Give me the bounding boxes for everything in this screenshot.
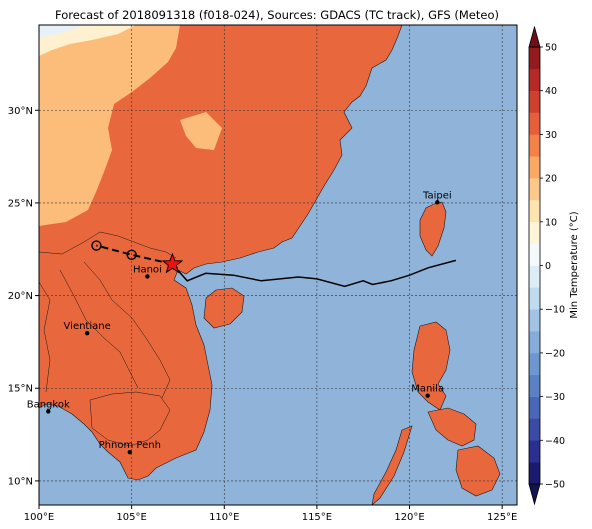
land-mindanao xyxy=(455,445,501,497)
lon-tick-label: 110°E xyxy=(209,512,239,523)
lon-tick-label: 100°E xyxy=(24,512,54,523)
city-label: Hanoi xyxy=(133,264,162,275)
border-myanmar xyxy=(39,281,51,393)
colorbar-tick-label: 20 xyxy=(545,174,557,185)
city-dot xyxy=(84,331,90,336)
colorbar-extend-high xyxy=(528,25,541,48)
colorbar-tick-label: 40 xyxy=(545,86,557,97)
border-laos-thailand xyxy=(59,269,139,389)
city-dot xyxy=(46,409,51,414)
country-borders xyxy=(39,231,177,447)
colorbar-segment xyxy=(529,396,540,419)
colorbar-segment xyxy=(529,156,540,179)
colorbar-segment xyxy=(529,178,540,201)
land-cold-north xyxy=(39,25,136,56)
figure-title: Forecast of 2018091318 (f018-024), Sourc… xyxy=(55,8,499,22)
map-frame xyxy=(38,24,518,506)
lon-tick-label: 120°E xyxy=(394,512,424,523)
track-forecast-line xyxy=(96,244,173,266)
city-dot xyxy=(145,274,150,279)
land-masses xyxy=(39,25,501,505)
colorbar-segment xyxy=(529,374,540,397)
city-dot xyxy=(127,449,132,455)
colorbar-tick-label: −30 xyxy=(545,392,565,403)
border-laos-vietnam xyxy=(83,261,171,399)
land-coldest-corner xyxy=(39,25,84,38)
map-gridlines xyxy=(39,25,517,505)
colorbar-tick-label: −40 xyxy=(545,436,565,447)
colorbar-tick-label: 30 xyxy=(545,130,557,141)
colorbar-segment xyxy=(529,352,540,376)
colorbar-segment xyxy=(529,418,540,441)
map-panel xyxy=(39,25,517,505)
colorbar-segment xyxy=(529,199,540,223)
colorbar-segment xyxy=(529,331,540,354)
storm-track xyxy=(91,240,457,288)
city-dot xyxy=(425,393,430,398)
lat-tick-label: 15°N xyxy=(8,384,33,395)
colorbar-segment xyxy=(529,47,540,70)
land-hainan xyxy=(203,287,245,329)
latitude-axis: 10°N 15°N 20°N 25°N 30°N xyxy=(8,106,39,487)
lon-tick-label: 115°E xyxy=(302,512,332,523)
border-china-vietnam xyxy=(39,231,177,259)
land-cool-interior xyxy=(39,25,180,226)
lat-tick-label: 25°N xyxy=(8,198,33,209)
colorbar-tick-label: −50 xyxy=(545,480,565,491)
border-cambodia xyxy=(89,391,171,447)
city-label: Manila xyxy=(411,384,444,395)
forecast-position-marker xyxy=(126,249,137,261)
colorbar-segment xyxy=(529,68,540,91)
land-mainland xyxy=(39,25,403,481)
current-position-star xyxy=(161,252,184,274)
colorbar-label: Min Temperature (°C) xyxy=(569,211,580,318)
colorbar-extend-low xyxy=(528,483,541,506)
colorbar-segment xyxy=(529,309,540,332)
land-mountain-patch xyxy=(180,112,222,150)
colorbar-segment xyxy=(529,440,540,463)
city-label: Bangkok xyxy=(27,399,70,410)
colorbar-segment xyxy=(529,287,540,310)
lat-tick-label: 30°N xyxy=(8,106,33,117)
city-label: Taipei xyxy=(422,190,452,201)
colorbar-segment xyxy=(529,221,540,244)
colorbar-tick-label: −10 xyxy=(545,305,565,316)
longitude-axis: 100°E 105°E 110°E 115°E 120°E 125°E xyxy=(24,505,517,523)
lon-tick-label: 125°E xyxy=(487,512,517,523)
colorbar-tick-label: 50 xyxy=(545,43,557,54)
land-palawan xyxy=(371,425,413,505)
city-label: Phnom Penh xyxy=(99,440,161,451)
lat-tick-label: 10°N xyxy=(8,476,33,487)
track-observed-line xyxy=(171,259,457,288)
colorbar-segment xyxy=(529,462,540,485)
land-taiwan xyxy=(419,201,447,257)
lon-tick-label: 105°E xyxy=(116,512,146,523)
city-markers: Hanoi Taipei Vientiane Manila Bangkok Phnom P… xyxy=(27,190,452,455)
colorbar-segment xyxy=(529,265,540,288)
temperature-colorbar: −50 −40 −30 −20 −10 0 10 20 30 40 50 xyxy=(528,25,565,506)
colorbar-segment xyxy=(529,134,540,157)
lat-tick-label: 20°N xyxy=(8,291,33,302)
forecast-position-marker xyxy=(91,240,102,251)
colorbar-tick-label: −20 xyxy=(545,348,565,359)
colorbar-segment xyxy=(529,243,540,266)
colorbar-segment xyxy=(529,90,540,113)
colorbar-tick-label: 10 xyxy=(545,217,557,228)
colorbar-segment xyxy=(529,112,540,135)
city-dot xyxy=(435,200,440,205)
city-label: Vientiane xyxy=(64,321,111,332)
land-visayas xyxy=(427,407,477,447)
colorbar-tick-label: 0 xyxy=(545,261,551,272)
